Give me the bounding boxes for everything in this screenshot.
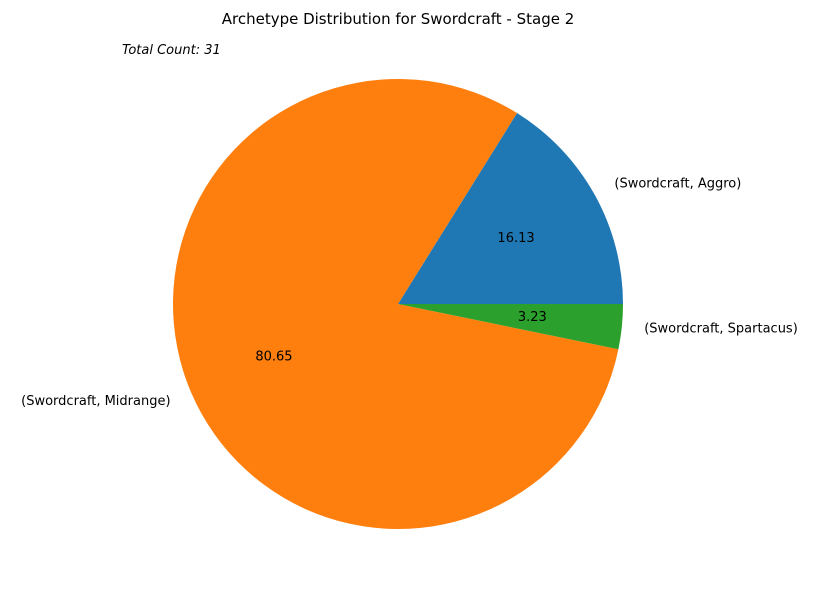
slice-pct-label-2: 80.65 <box>255 350 292 365</box>
pie-slices <box>172 79 623 530</box>
pie-slice-1 <box>398 113 623 304</box>
slice-pct-label-1: 16.13 <box>497 231 534 246</box>
slice-label-1: (Swordcraft, Aggro) <box>614 176 741 191</box>
chart-title: Archetype Distribution for Swordcraft - … <box>222 10 575 28</box>
total-count-annotation: Total Count: 31 <box>122 43 221 58</box>
slice-label-2: (Swordcraft, Midrange) <box>21 394 170 409</box>
slice-label-3: (Swordcraft, Spartacus) <box>644 322 798 337</box>
pie-labels: (Swordcraft, Aggro) 16.13 (Swordcraft, Mid… <box>21 176 798 409</box>
slice-pct-label-3: 3.23 <box>518 310 547 325</box>
pie-slice-3 <box>398 304 623 350</box>
pie-slice-2 <box>172 79 619 530</box>
